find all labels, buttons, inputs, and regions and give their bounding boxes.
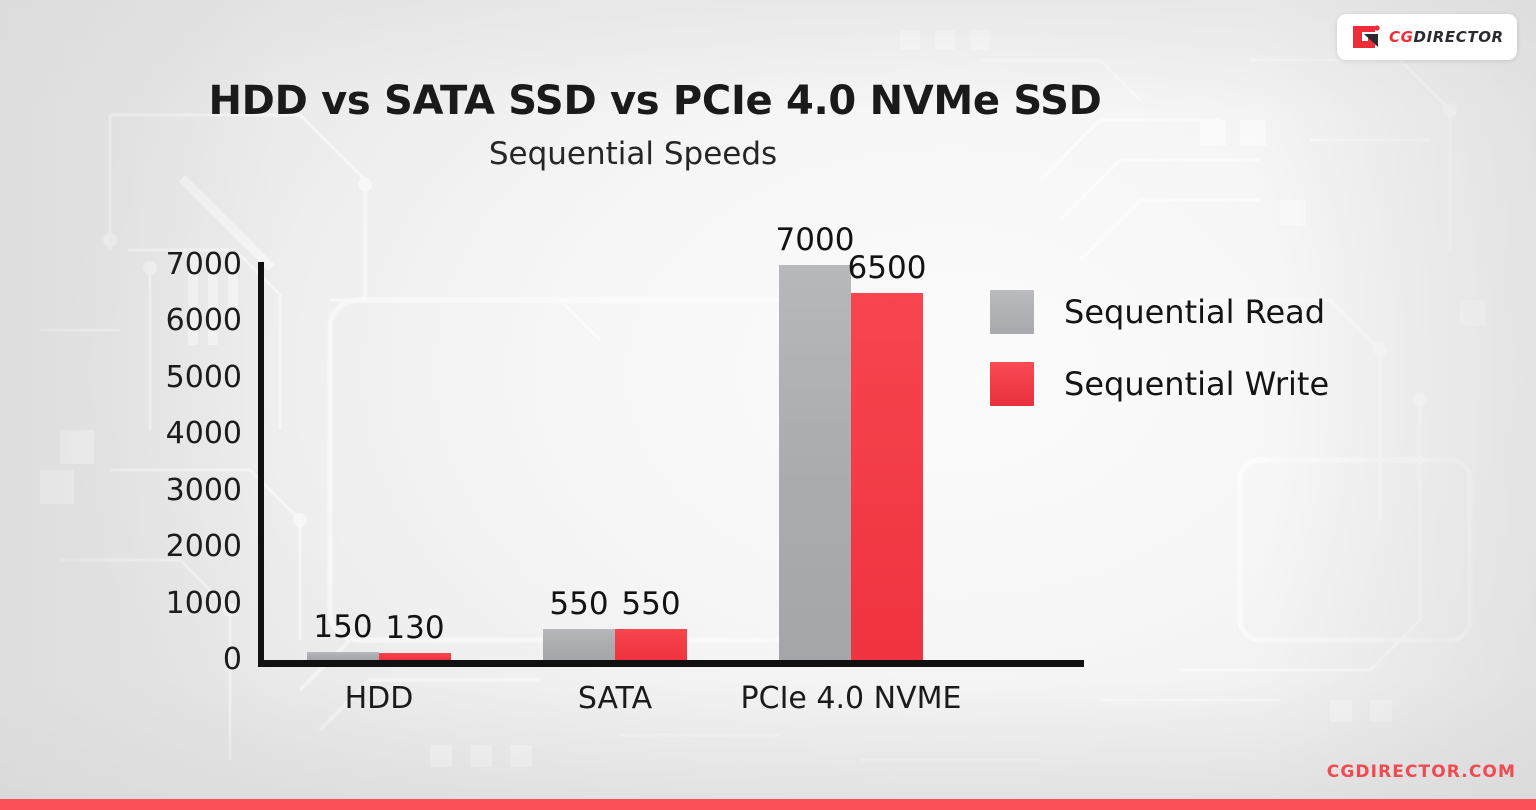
legend-swatch-write	[990, 362, 1034, 406]
bar-value-label: 550	[621, 585, 681, 622]
y-tick-label: 2000	[165, 529, 242, 565]
bar-hdd-sequential-write[interactable]	[379, 652, 451, 660]
chart-title: HDD vs SATA SSD vs PCIe 4.0 NVMe SSD	[208, 78, 1102, 124]
x-category-label-hdd: HDD	[344, 681, 414, 716]
footer-watermark-url: CGDIRECTOR.COM	[1326, 762, 1516, 782]
y-tick-label: 6000	[165, 303, 242, 339]
bar-value-label: 150	[313, 608, 373, 645]
chart-legend: Sequential Read Sequential Write	[990, 290, 1329, 434]
bar-pcie-4-0-nvme-sequential-write[interactable]	[851, 293, 923, 660]
legend-label-write: Sequential Write	[1064, 365, 1330, 403]
bar-sata-sequential-write[interactable]	[615, 628, 687, 660]
bar-value-label: 6500	[847, 250, 927, 287]
legend-swatch-read	[990, 290, 1034, 334]
legend-item-sequential-write[interactable]: Sequential Write	[990, 362, 1329, 406]
x-category-label-pcie-4-0-nvme: PCIe 4.0 NVME	[740, 681, 962, 716]
x-category-label-sata: SATA	[577, 681, 653, 716]
legend-item-sequential-read[interactable]: Sequential Read	[990, 290, 1329, 334]
legend-label-read: Sequential Read	[1064, 293, 1326, 331]
logo-text-director: DIRECTOR	[1413, 27, 1504, 46]
bar-pcie-4-0-nvme-sequential-read[interactable]	[779, 265, 851, 660]
y-tick-label: 1000	[165, 585, 242, 621]
y-tick-label: 3000	[165, 472, 242, 508]
y-tick-label: 5000	[165, 359, 242, 395]
bar-value-label: 130	[385, 609, 445, 646]
y-tick-label: 7000	[165, 247, 242, 282]
y-tick-label: 0	[222, 642, 242, 677]
y-tick-label: 4000	[165, 416, 242, 452]
y-axis-line	[258, 262, 264, 666]
bar-value-label: 550	[549, 585, 609, 622]
bar-value-label: 7000	[775, 222, 855, 258]
cgdirector-logo-mark	[1353, 25, 1380, 48]
bar-hdd-sequential-read[interactable]	[307, 651, 379, 660]
x-axis-line	[258, 660, 1084, 667]
footer-accent-bar	[0, 799, 1536, 810]
cgdirector-logo: CG DIRECTOR	[1337, 14, 1517, 60]
bar-sata-sequential-read[interactable]	[543, 628, 615, 660]
chart-subtitle: Sequential Speeds	[488, 136, 778, 172]
logo-text-cg: CG	[1389, 27, 1414, 46]
